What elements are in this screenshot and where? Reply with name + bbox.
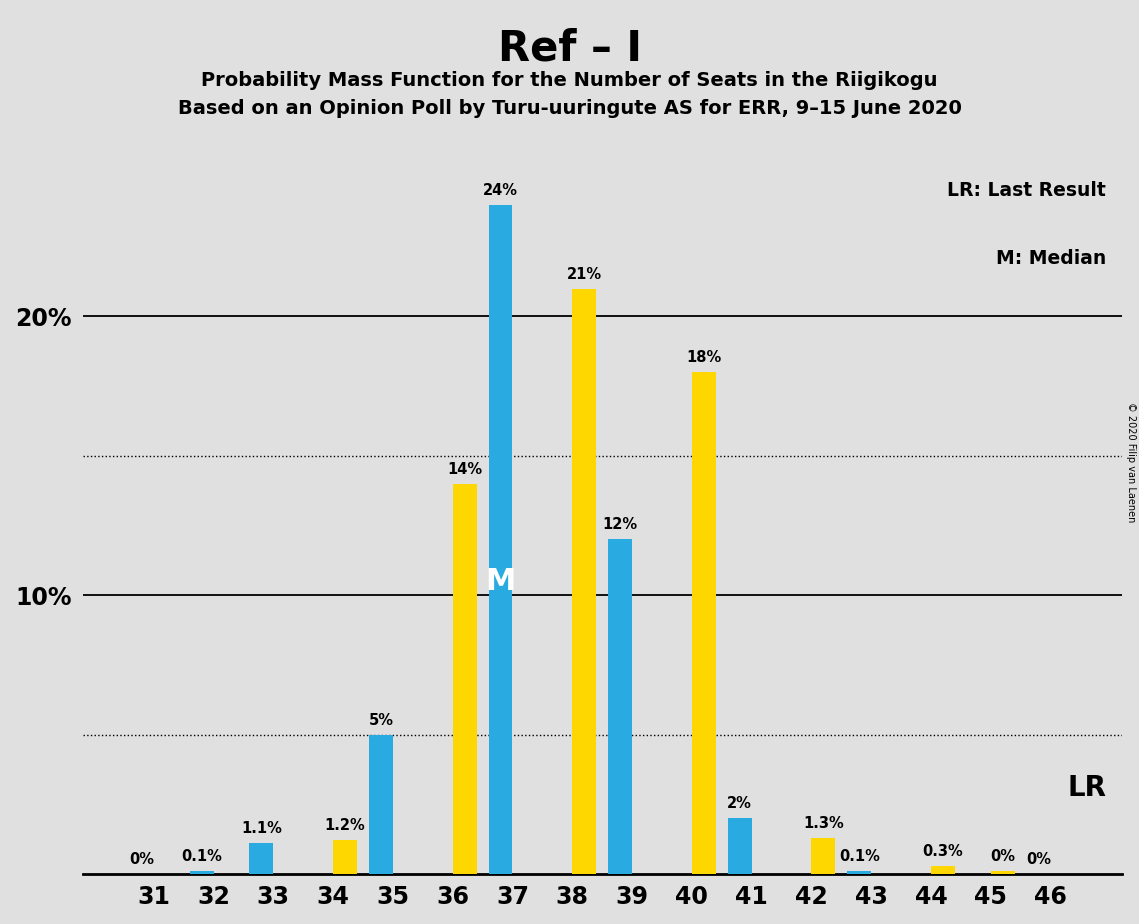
Text: Based on an Opinion Poll by Turu-uuringute AS for ERR, 9–15 June 2020: Based on an Opinion Poll by Turu-uuringu… <box>178 99 961 118</box>
Text: 1.3%: 1.3% <box>803 816 844 831</box>
Text: 0.1%: 0.1% <box>838 849 879 864</box>
Text: Ref – I: Ref – I <box>498 28 641 69</box>
Text: 18%: 18% <box>686 350 721 365</box>
Bar <box>811 838 835 874</box>
Bar <box>991 871 1015 874</box>
Bar <box>189 871 213 874</box>
Text: 0%: 0% <box>130 852 154 867</box>
Text: 5%: 5% <box>368 712 393 727</box>
Text: 14%: 14% <box>448 462 482 477</box>
Text: © 2020 Filip van Laenen: © 2020 Filip van Laenen <box>1125 402 1136 522</box>
Bar <box>728 818 752 874</box>
Text: 24%: 24% <box>483 183 518 198</box>
Bar <box>847 871 871 874</box>
Bar <box>452 483 476 874</box>
Text: LR: Last Result: LR: Last Result <box>948 181 1106 201</box>
Bar <box>691 372 715 874</box>
Text: 21%: 21% <box>567 266 601 282</box>
Text: 0%: 0% <box>1026 852 1051 867</box>
Text: Probability Mass Function for the Number of Seats in the Riigikogu: Probability Mass Function for the Number… <box>202 71 937 91</box>
Bar <box>572 288 596 874</box>
Bar <box>249 844 273 874</box>
Text: LR: LR <box>1067 774 1106 802</box>
Bar <box>333 841 357 874</box>
Text: 0%: 0% <box>990 849 1015 864</box>
Bar <box>608 540 632 874</box>
Text: 12%: 12% <box>603 517 638 532</box>
Bar <box>931 866 954 874</box>
Text: 1.2%: 1.2% <box>325 819 366 833</box>
Text: 1.1%: 1.1% <box>241 821 281 836</box>
Bar <box>369 735 393 874</box>
Text: M: M <box>485 566 516 596</box>
Text: 2%: 2% <box>727 796 752 811</box>
Text: 0.3%: 0.3% <box>923 844 964 858</box>
Bar <box>489 205 513 874</box>
Text: M: Median: M: Median <box>995 249 1106 268</box>
Text: 0.1%: 0.1% <box>181 849 222 864</box>
